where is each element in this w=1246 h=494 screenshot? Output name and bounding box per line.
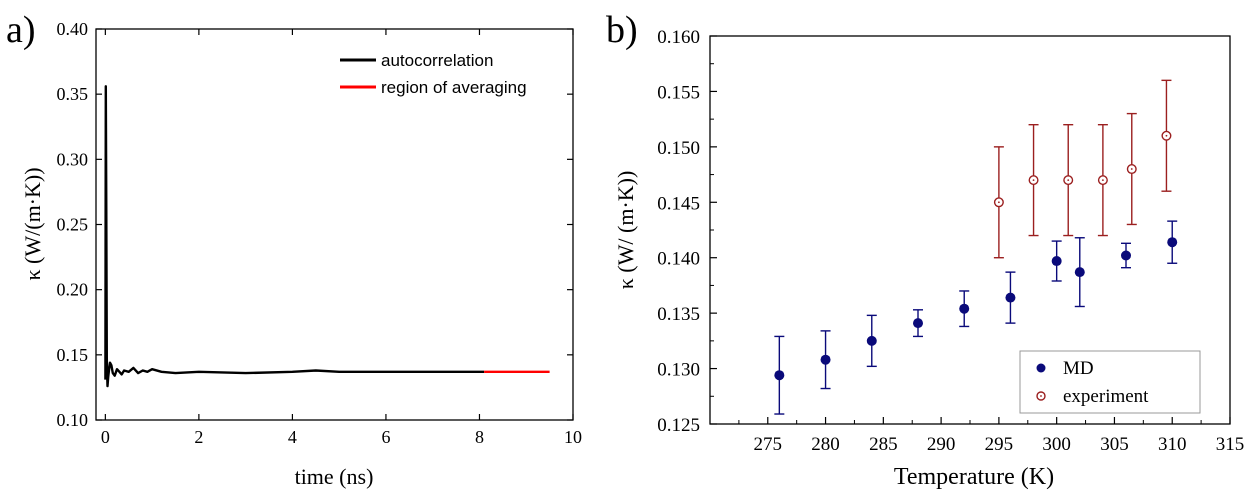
x-tick-label: 280 [811, 434, 840, 455]
y-tick-label: 0.20 [57, 280, 89, 300]
x-tick-label: 295 [985, 434, 1014, 455]
legend-marker-experiment [1036, 391, 1046, 401]
legend-marker-md [1036, 363, 1046, 373]
y-tick-label: 0.145 [657, 193, 700, 214]
x-tick-label: 305 [1100, 434, 1129, 455]
legend-label-autocorrelation: autocorrelation [381, 51, 493, 70]
panel-a-ticks [96, 28, 574, 421]
series-line-autocorrelation [104, 85, 485, 388]
y-tick-label: 0.155 [657, 82, 700, 103]
y-tick-label: 0.140 [657, 249, 700, 270]
panel-a-x-axis-label: time (ns) [295, 464, 374, 489]
legend-marker-experiment-center [1040, 395, 1042, 397]
x-tick-label: 2 [194, 427, 203, 447]
x-tick-label: 275 [754, 434, 783, 455]
data-point-md [820, 354, 831, 365]
y-tick-label: 0.25 [57, 215, 89, 235]
x-tick-label: 10 [564, 427, 582, 447]
panel-b-ticks [710, 35, 1231, 425]
y-tick-label: 0.130 [657, 360, 700, 381]
data-point-experiment-center [1032, 179, 1035, 182]
x-tick-label: 6 [381, 427, 390, 447]
x-tick-label: 300 [1042, 434, 1071, 455]
data-point-experiment-center [1101, 179, 1104, 182]
panel-a-legend: autocorrelation region of averaging [340, 51, 527, 97]
y-tick-label: 0.125 [657, 415, 700, 436]
x-tick-label: 310 [1158, 434, 1187, 455]
panel-a-label: a) [6, 9, 36, 51]
data-point-md [1074, 267, 1085, 278]
panel-b-label: b) [606, 9, 638, 51]
panel-b-series [774, 79, 1178, 415]
y-tick-label: 0.35 [57, 84, 89, 104]
data-point-experiment-center [997, 201, 1000, 204]
y-tick-label: 0.40 [57, 19, 89, 39]
data-point-md [913, 318, 923, 329]
data-point-md [774, 370, 785, 381]
panel-b-y-axis-label: κ (W/ (m·K)) [613, 171, 638, 290]
y-tick-label: 0.30 [57, 149, 89, 169]
legend-label-region-of-averaging: region of averaging [381, 78, 527, 97]
legend-label-experiment: experiment [1063, 386, 1149, 407]
panel-b: b) 275 280 285 290 295 300 305 310 315 0.125 0.130… [606, 9, 1244, 490]
panel-b-legend: MD experiment [1019, 350, 1201, 414]
panel-b-tick-labels: 275 280 285 290 295 300 305 310 315 0.125 0.130 0.1… [657, 27, 1244, 455]
y-tick-label: 0.10 [57, 410, 89, 430]
data-point-experiment-center [1130, 168, 1133, 170]
x-tick-label: 4 [288, 427, 297, 447]
legend-label-md: MD [1063, 358, 1094, 379]
data-point-experiment-center [1165, 134, 1168, 137]
y-tick-label: 0.15 [57, 345, 89, 365]
panel-a-y-axis-label: κ (W/(m·K)) [20, 167, 45, 280]
x-tick-label: 0 [101, 427, 110, 447]
data-point-md [1005, 292, 1016, 303]
data-point-md [1051, 256, 1062, 267]
y-tick-label: 0.150 [657, 138, 700, 159]
panel-a-series [104, 85, 550, 388]
x-tick-label: 285 [869, 434, 898, 455]
panel-a-tick-labels: 0 2 4 6 8 10 0.10 0.15 0.20 0.25 0.30 0.35 0.40 [57, 19, 583, 447]
data-point-md [959, 303, 970, 314]
data-point-md [1121, 250, 1131, 261]
y-tick-label: 0.160 [657, 27, 700, 48]
panel-b-legend-box [1019, 350, 1201, 414]
data-point-md [866, 335, 877, 346]
x-tick-label: 8 [475, 427, 484, 447]
data-point-md [1167, 237, 1178, 248]
y-tick-label: 0.135 [657, 304, 700, 325]
x-tick-label: 290 [927, 434, 956, 455]
panel-a: a) 0 2 4 6 8 10 0.10 0.15 0.20 0.25 0.30 0.35 0.40 t… [6, 9, 582, 489]
panel-b-x-axis-label: Temperature (K) [894, 464, 1054, 490]
x-tick-label: 315 [1216, 434, 1245, 455]
data-point-experiment-center [1067, 179, 1070, 182]
